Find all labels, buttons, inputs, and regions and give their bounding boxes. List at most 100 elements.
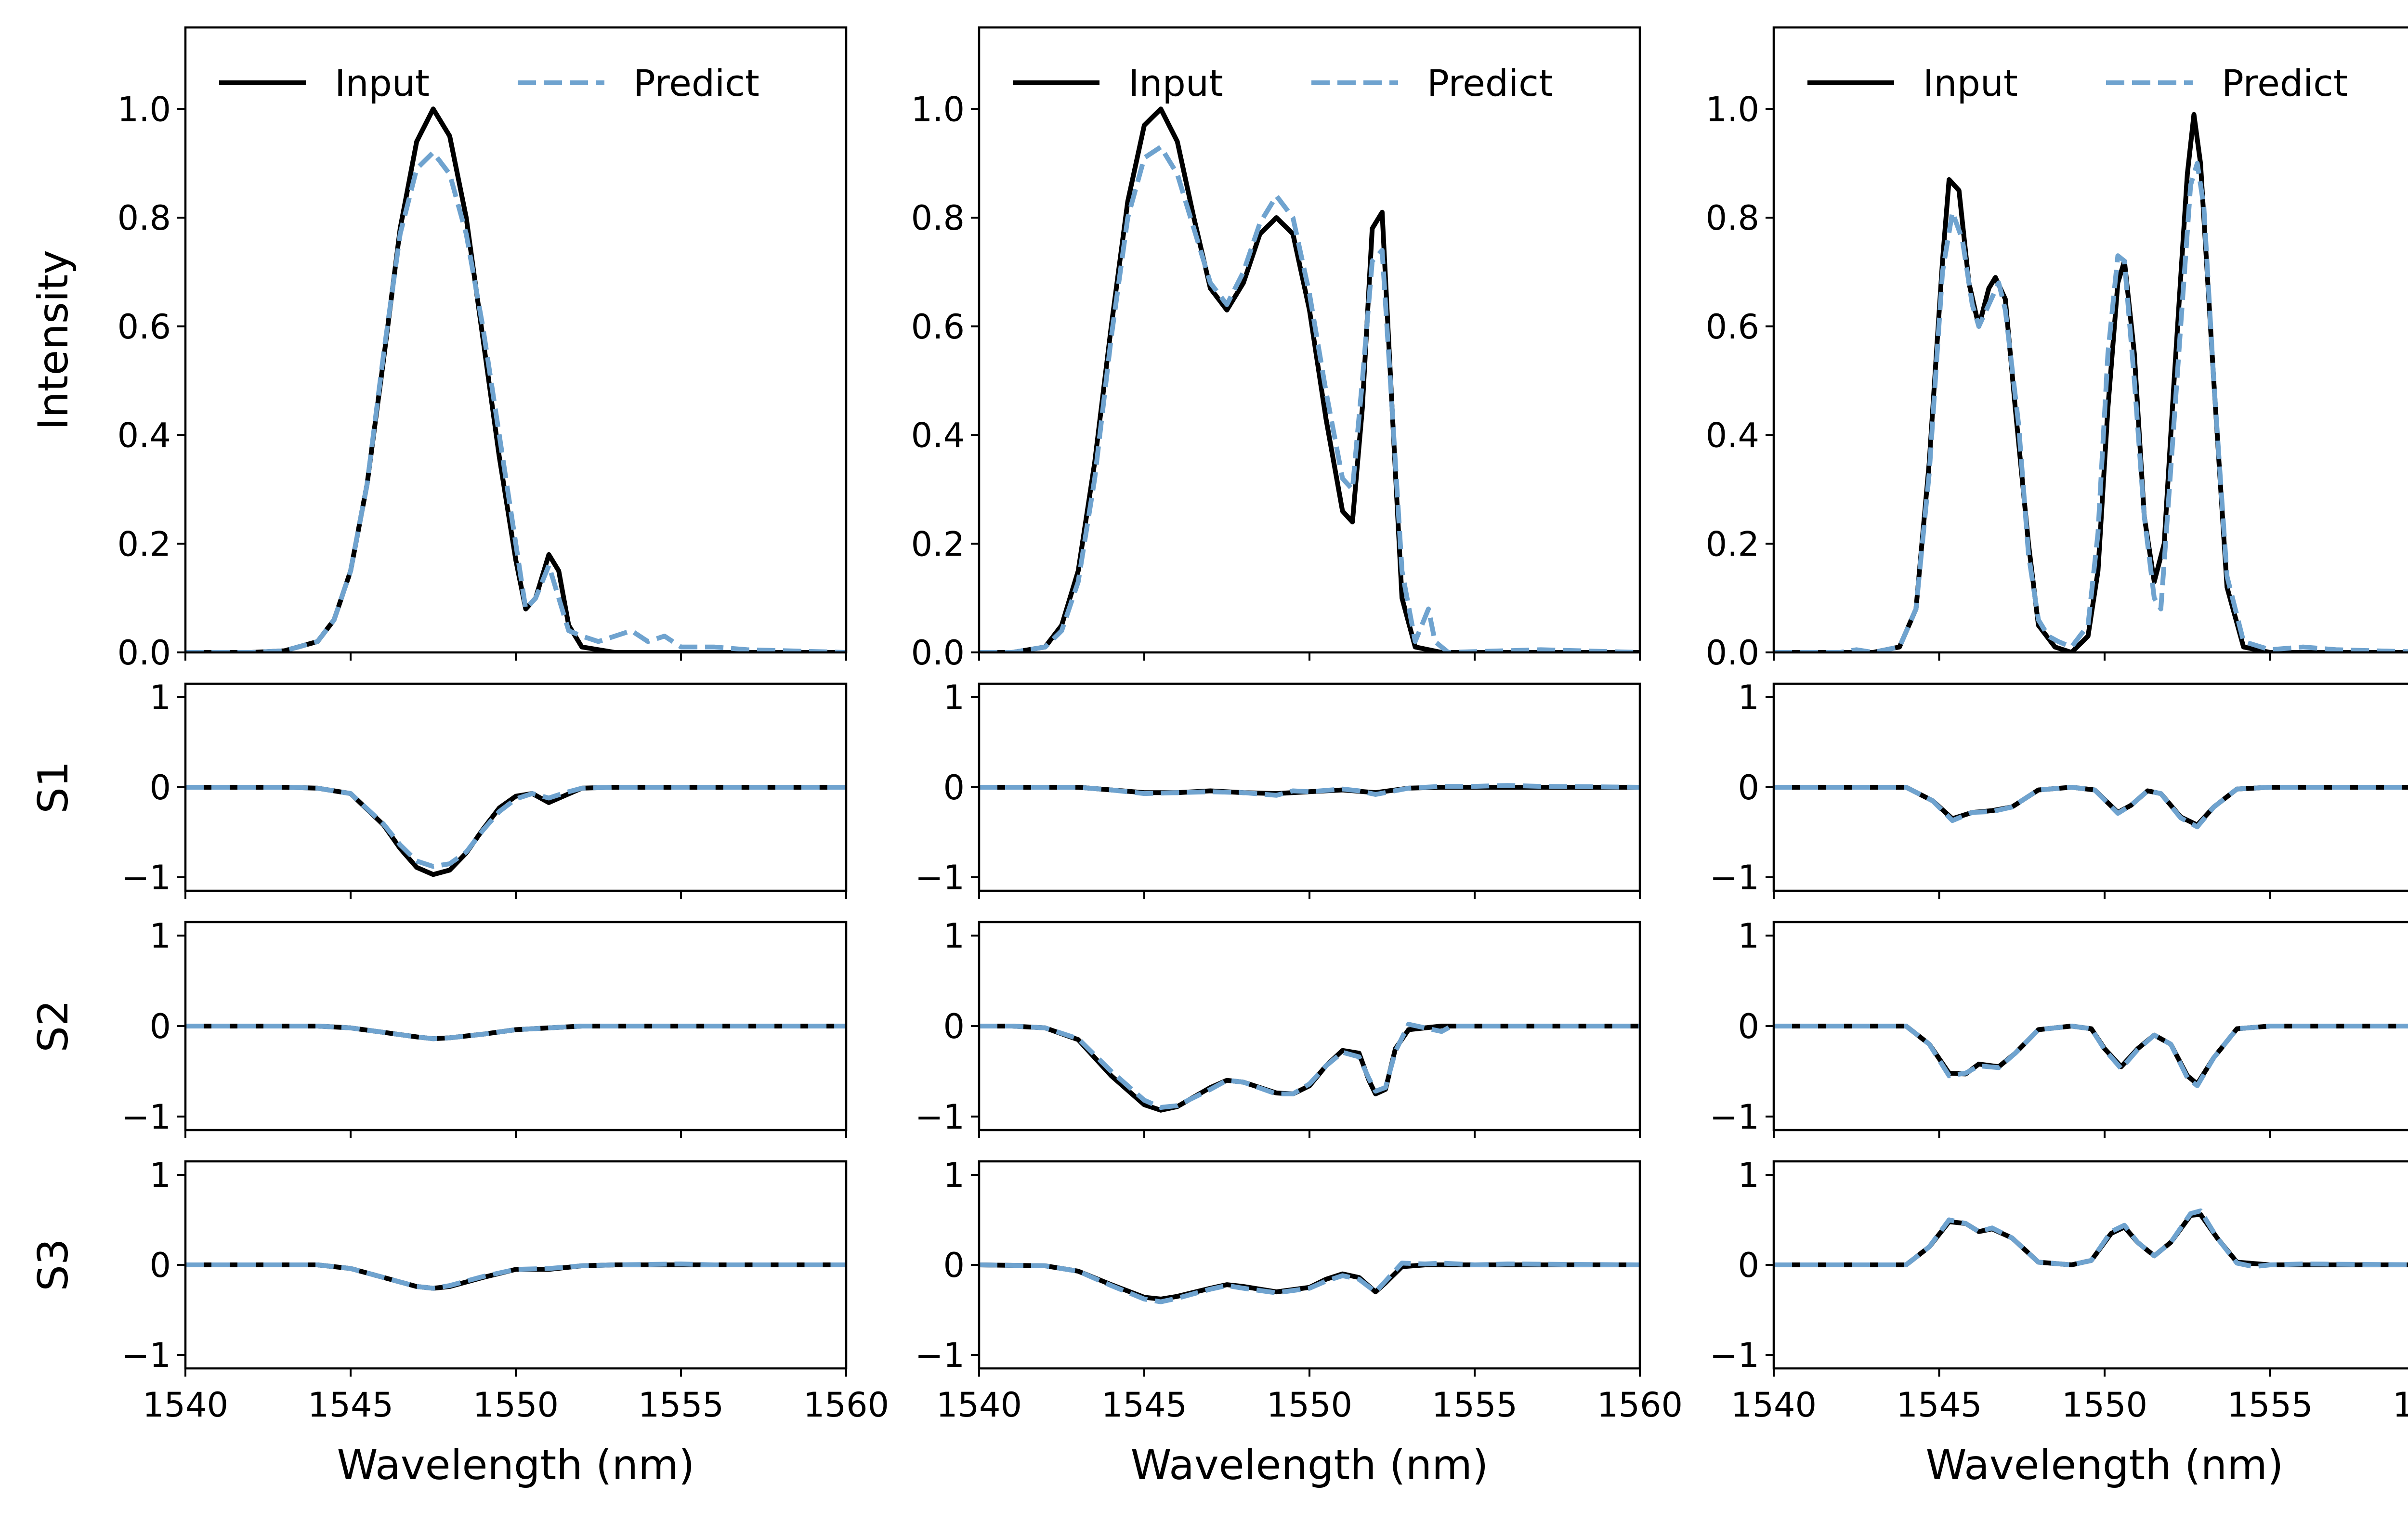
y-tick-label: 0.2 [118, 524, 171, 564]
x-tick-label: 1560 [2393, 1385, 2408, 1425]
legend: Input Predict [1807, 62, 2348, 104]
legend-label-predict: Predict [2222, 62, 2348, 104]
y-tick-label: 1 [943, 916, 965, 956]
x-tick-label: 1540 [1731, 1385, 1817, 1425]
predict-line [185, 1262, 846, 1291]
y-tick-label: 0 [149, 1007, 171, 1046]
y-tick-label: 0.8 [1706, 198, 1759, 238]
legend: Input Predict [1013, 62, 1553, 104]
x-tick-label: 1545 [1896, 1385, 1982, 1425]
panel-s3-3: −1 0 1 1540 1545 1550 1555 1560 Wavelength (nm) [1710, 1156, 2408, 1489]
predict-line [979, 783, 1640, 798]
y-tick-label: 1 [1738, 678, 1759, 717]
y-tick-label: 0.4 [911, 416, 965, 455]
panel-s2-2: −1 0 1 [915, 916, 1641, 1138]
x-axis-label: Wavelength (nm) [1131, 1441, 1489, 1489]
y-tick-label: 1 [943, 1156, 965, 1195]
y-axis-label: S1 [29, 761, 78, 813]
predict-line [185, 785, 846, 869]
y-tick-label: 1 [943, 678, 965, 717]
legend-label-input: Input [1923, 62, 2018, 104]
panel-s3-1: −1 0 1 1540 1545 1550 1555 1560 Wavelength (nm) S… [29, 1156, 889, 1489]
y-tick-label: 0 [1738, 768, 1759, 807]
y-tick-label: 1 [149, 916, 171, 956]
y-tick-label: −1 [1710, 1097, 1759, 1137]
panel-s1-2: −1 0 1 [915, 678, 1641, 899]
x-tick-label: 1545 [308, 1385, 393, 1425]
y-tick-label: 1.0 [118, 90, 171, 129]
x-tick-label: 1550 [2062, 1385, 2147, 1425]
y-tick-label: 0.6 [1706, 307, 1759, 347]
panel-s2-3: −1 0 1 [1710, 916, 2408, 1138]
y-tick-label: 1.0 [911, 90, 965, 129]
x-tick-label: 1560 [803, 1385, 889, 1425]
predict-line [1774, 1024, 2408, 1088]
x-tick-label: 1550 [1267, 1385, 1352, 1425]
y-tick-label: 0.2 [911, 524, 965, 564]
panel-intensity-3: 0.0 0.2 0.4 0.6 0.8 1.0 Input Predict [1706, 26, 2408, 673]
y-tick-label: 0 [1738, 1246, 1759, 1285]
y-tick-label: 0 [149, 1246, 171, 1285]
input-line [979, 106, 1640, 652]
y-tick-label: 0.2 [1706, 524, 1759, 564]
y-axis-label: S2 [29, 1000, 78, 1052]
y-tick-label: −1 [915, 1097, 965, 1137]
x-tick-label: 1545 [1101, 1385, 1187, 1425]
x-axis-label: Wavelength (nm) [337, 1441, 695, 1489]
x-tick-label: 1560 [1597, 1385, 1683, 1425]
y-tick-label: 1.0 [1706, 90, 1759, 129]
y-tick-label: 1 [1738, 916, 1759, 956]
predict-line [979, 1261, 1640, 1304]
y-tick-label: 0.0 [118, 633, 171, 673]
legend: Input Predict [219, 62, 759, 104]
predict-line [1774, 1208, 2408, 1269]
y-tick-label: 0 [943, 1007, 965, 1046]
x-tick-label: 1555 [2227, 1385, 2313, 1425]
y-tick-label: −1 [1710, 858, 1759, 898]
x-tick-label: 1540 [936, 1385, 1022, 1425]
x-tick-label: 1555 [1432, 1385, 1518, 1425]
panel-intensity-1: 0.0 0.2 0.4 0.6 0.8 1.0 Intensity Input Predict [29, 26, 848, 673]
x-tick-label: 1550 [473, 1385, 559, 1425]
predict-line [1774, 785, 2408, 830]
y-tick-label: 0.4 [1706, 416, 1759, 455]
legend-label-input: Input [335, 62, 430, 104]
y-tick-label: 1 [149, 678, 171, 717]
predict-line [185, 150, 846, 652]
predict-line [979, 144, 1640, 652]
y-tick-label: 0.6 [118, 307, 171, 347]
legend-label-predict: Predict [1427, 62, 1553, 104]
y-tick-label: −1 [915, 1336, 965, 1375]
panel-s1-1: −1 0 1 S1 [29, 678, 848, 899]
y-tick-label: 0.0 [911, 633, 965, 673]
x-tick-label: 1540 [143, 1385, 228, 1425]
y-tick-label: 0.0 [1706, 633, 1759, 673]
y-tick-label: 0 [943, 1246, 965, 1285]
y-axis-label: Intensity [29, 250, 78, 430]
predict-line [1774, 161, 2408, 652]
panel-s2-1: −1 0 1 S2 [29, 916, 848, 1138]
y-axis-label: S3 [29, 1238, 78, 1291]
x-tick-label: 1555 [638, 1385, 724, 1425]
y-tick-label: −1 [915, 858, 965, 898]
y-tick-label: −1 [121, 1336, 171, 1375]
y-tick-label: 0 [149, 768, 171, 807]
panel-s1-3: −1 0 1 [1710, 678, 2408, 899]
predict-line [185, 1024, 846, 1041]
y-tick-label: 1 [149, 1156, 171, 1195]
y-tick-label: 0.4 [118, 416, 171, 455]
x-axis-label: Wavelength (nm) [1926, 1441, 2284, 1489]
input-line [1774, 112, 2408, 652]
panel-grid: 0.0 0.2 0.4 0.6 0.8 1.0 Intensity Input Predict −… [29, 26, 2408, 1489]
y-tick-label: 0.8 [118, 198, 171, 238]
legend-label-input: Input [1128, 62, 1223, 104]
legend-label-predict: Predict [633, 62, 759, 104]
y-tick-label: −1 [1710, 1336, 1759, 1375]
y-tick-label: 0.6 [911, 307, 965, 347]
panel-s3-2: −1 0 1 1540 1545 1550 1555 1560 Wavelength (nm) [915, 1156, 1683, 1489]
y-tick-label: −1 [121, 858, 171, 898]
panel-intensity-2: 0.0 0.2 0.4 0.6 0.8 1.0 Input Predict [911, 26, 1641, 673]
y-tick-label: 0.8 [911, 198, 965, 238]
